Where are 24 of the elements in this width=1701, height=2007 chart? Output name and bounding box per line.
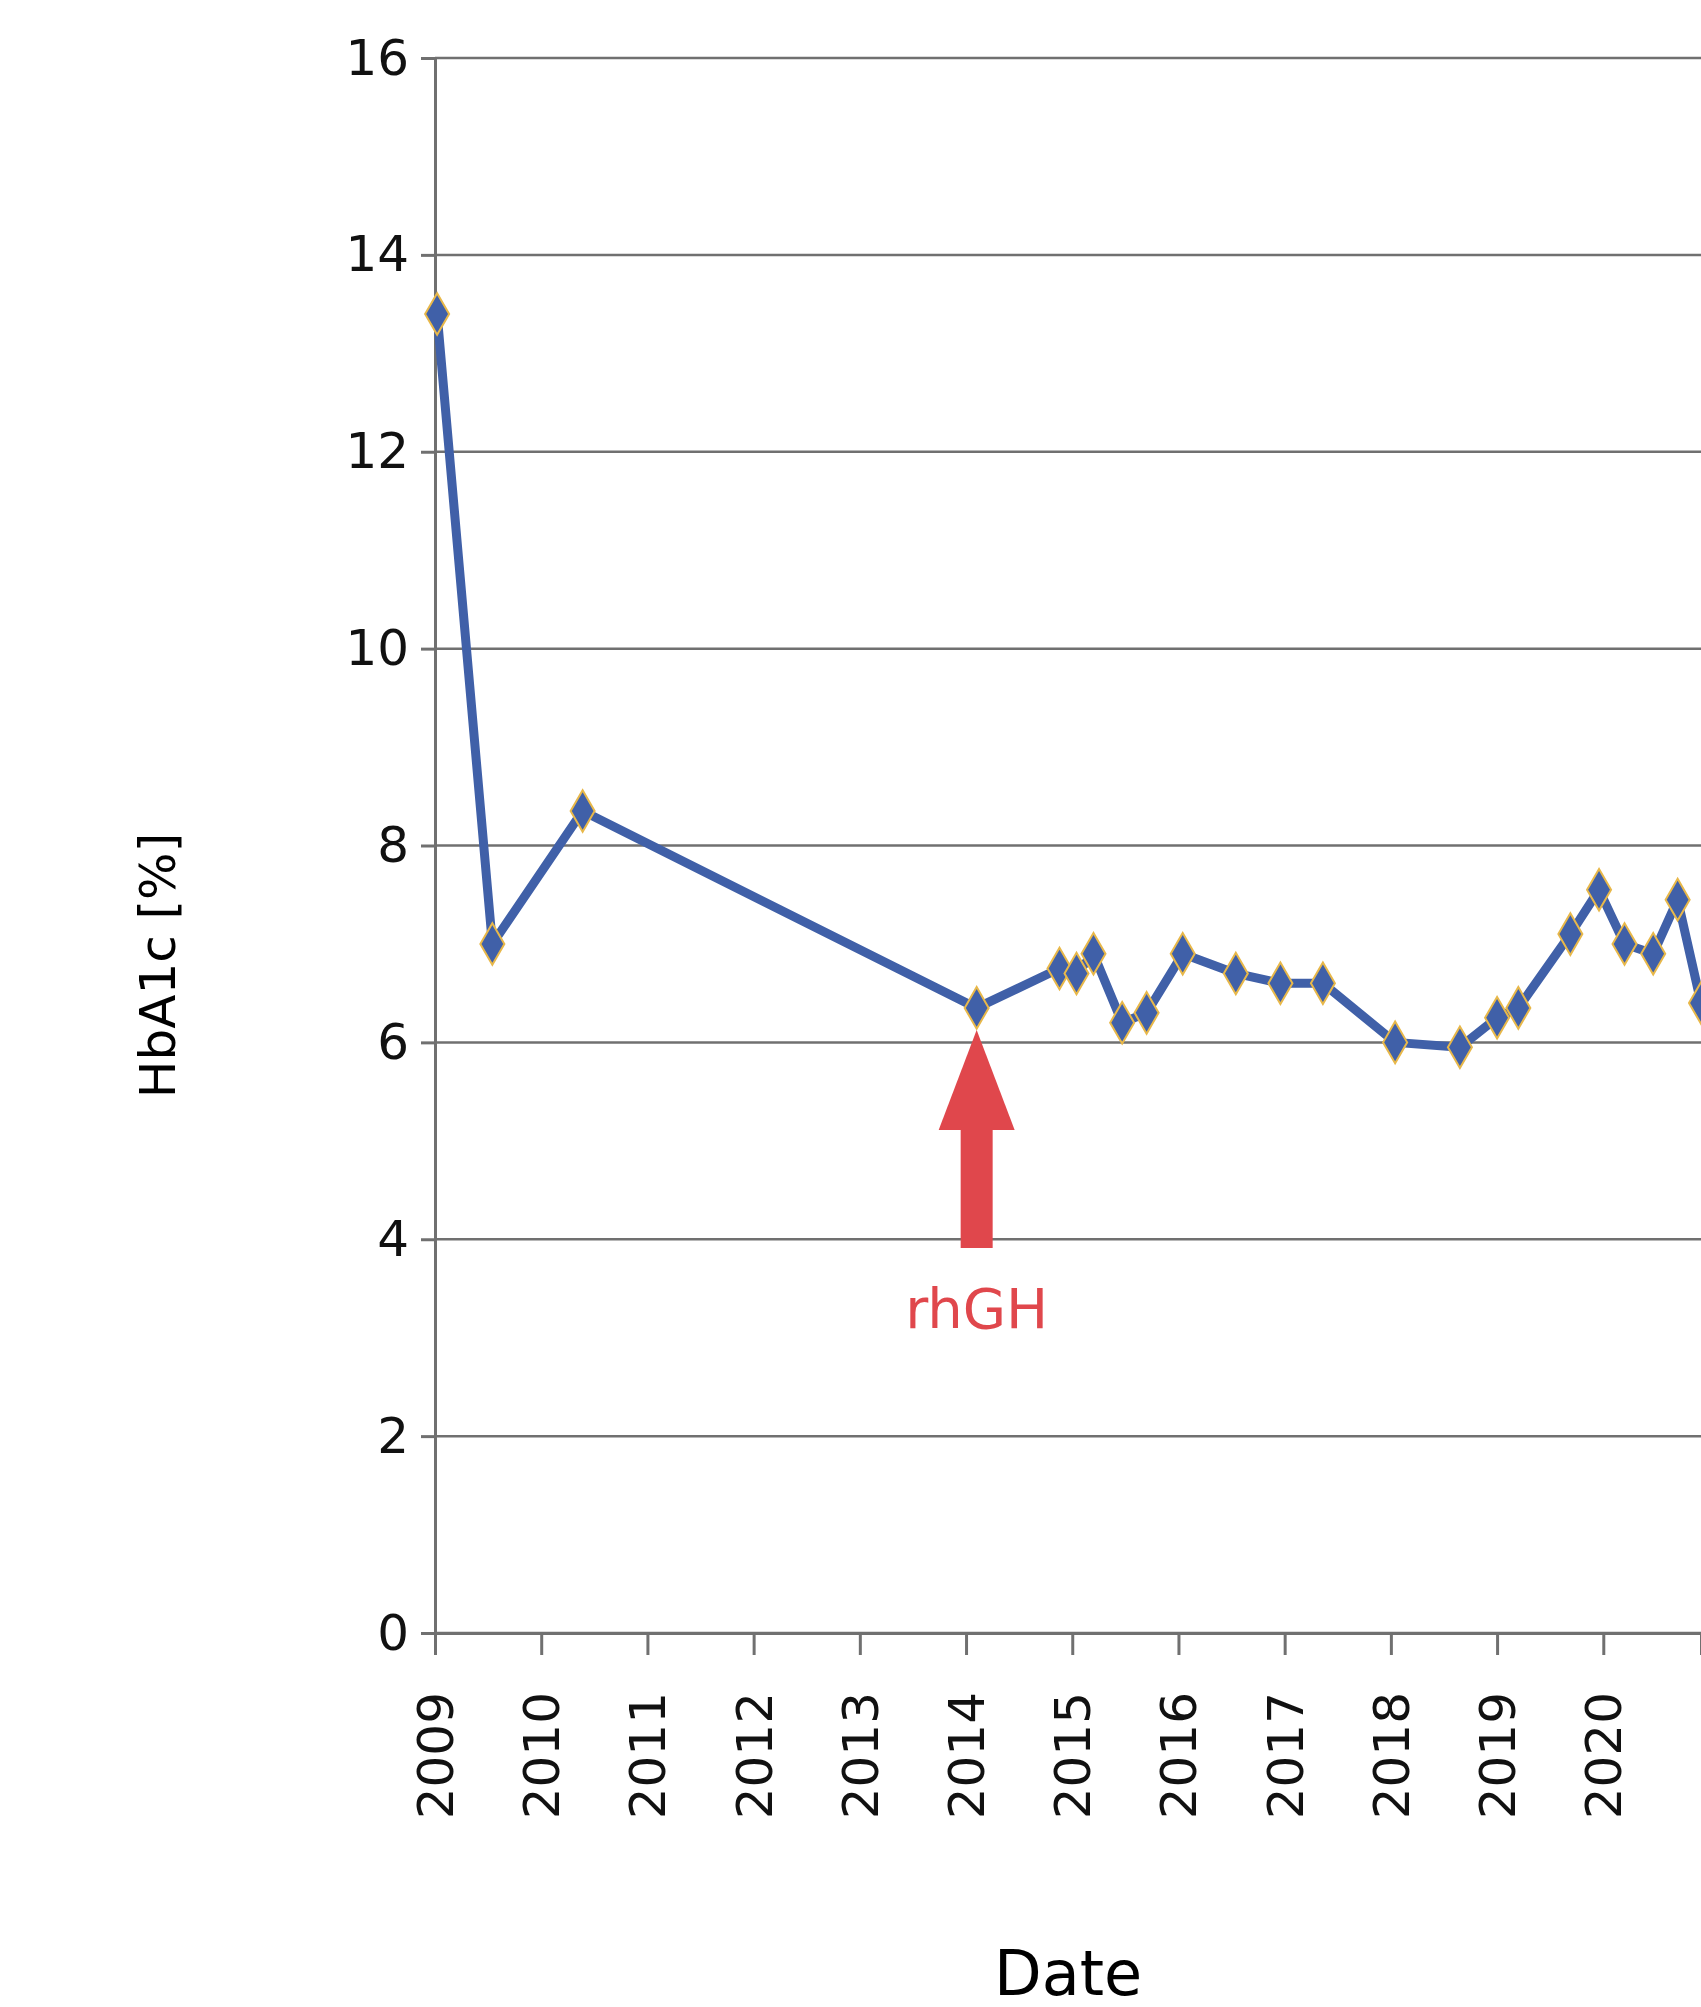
y-tick-label: 16 — [345, 28, 409, 87]
x-axis-title: Date — [993, 1937, 1143, 2007]
x-tick-label: 2014 — [938, 1692, 997, 1820]
y-tick-label: 8 — [377, 816, 409, 874]
y-tick-label: 10 — [345, 619, 409, 678]
y-tick-label: 0 — [377, 1603, 409, 1662]
x-tick-label: 2019 — [1469, 1692, 1528, 1820]
x-tick-label: 2020 — [1575, 1692, 1634, 1820]
x-tick-label: 2013 — [831, 1692, 890, 1820]
x-tick-label: 2016 — [1150, 1692, 1209, 1820]
x-tick-label: 2009 — [407, 1692, 465, 1820]
x-tick-label: 2018 — [1362, 1692, 1421, 1820]
x-tick-label: 2012 — [725, 1692, 784, 1820]
y-tick-label: 12 — [345, 422, 409, 481]
ref-line-label: rhGH — [905, 1275, 1049, 1341]
x-tick-label: 2011 — [619, 1692, 678, 1820]
x-tick-label: 2015 — [1044, 1692, 1103, 1820]
x-tick-label: 2017 — [1256, 1692, 1315, 1820]
y-tick-label: 2 — [377, 1406, 409, 1465]
y-axis-title: HbA1c [%] — [129, 832, 187, 1099]
x-tick-label: 2010 — [513, 1692, 572, 1820]
y-tick-label: 4 — [377, 1209, 409, 1268]
y-tick-label: 6 — [377, 1012, 409, 1071]
y-tick-label: 14 — [345, 225, 409, 284]
